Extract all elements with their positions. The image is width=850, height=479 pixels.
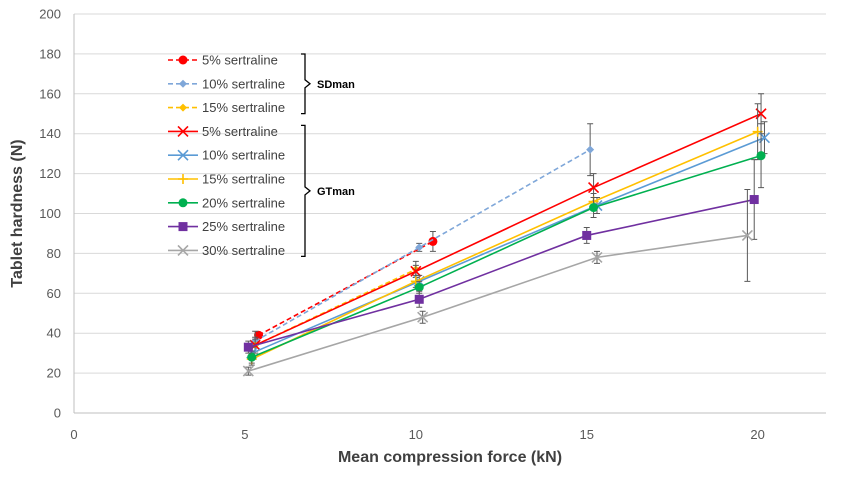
legend-label-2: 15% sertraline (202, 100, 285, 115)
y-tick-label-180: 180 (39, 46, 61, 61)
x-axis-title: Mean compression force (kN) (338, 449, 562, 466)
data-point-6-3 (756, 151, 766, 161)
y-tick-label-20: 20 (47, 366, 61, 381)
y-tick-label-200: 200 (39, 7, 61, 22)
data-point-7-2 (582, 230, 592, 240)
y-tick-label-80: 80 (47, 246, 61, 261)
x-tick-label-20: 20 (750, 427, 764, 442)
legend-label-6: 20% sertraline (202, 195, 285, 210)
data-point-8-3 (741, 229, 753, 242)
gridlines (74, 13, 826, 374)
y-tick-label-100: 100 (39, 206, 61, 221)
y-tick-label-60: 60 (47, 286, 61, 301)
legend-marker-8 (177, 244, 189, 256)
y-tick-label-140: 140 (39, 126, 61, 141)
group-bracket-GTman (301, 124, 312, 258)
legend-marker-1 (179, 79, 187, 88)
data-point-8-0 (242, 365, 254, 377)
legend-marker-2 (179, 103, 187, 112)
series-GTman-7 (243, 159, 759, 354)
data-point-8-1 (417, 311, 429, 323)
legend-label-7: 25% sertraline (202, 219, 285, 234)
data-point-1-2 (586, 145, 595, 154)
y-tick-label-40: 40 (47, 326, 61, 341)
legend-marker-4 (177, 149, 189, 161)
series-line-7 (248, 198, 755, 348)
series-line-3 (254, 113, 762, 346)
data-point-7-3 (749, 195, 759, 205)
y-tick-label-120: 120 (39, 166, 61, 181)
data-point-8-2 (591, 251, 603, 263)
data-point-6-1 (414, 282, 424, 292)
data-point-6-0 (247, 352, 257, 362)
axes (73, 14, 826, 414)
x-tick-label-10: 10 (409, 427, 423, 442)
series-line-5 (251, 130, 758, 360)
data-point-3-2 (587, 181, 600, 194)
legend: 5% sertraline 10% sertraline 15% sertralin… (168, 53, 355, 258)
data-point-0-1 (428, 236, 438, 246)
series-GTman-8 (242, 189, 753, 377)
data-point-3-1 (410, 265, 422, 277)
legend-marker-6 (178, 198, 188, 208)
legend-marker-5 (178, 174, 188, 184)
y-axis-title: Tablet hardness (N) (9, 139, 26, 287)
data-point-7-0 (243, 342, 253, 352)
group-label-SDman: SDman (317, 79, 355, 91)
legend-label-5: 15% sertraline (202, 172, 285, 187)
y-tick-label-0: 0 (54, 406, 61, 421)
legend-label-3: 5% sertraline (202, 124, 278, 139)
x-tick-label-5: 5 (241, 427, 248, 442)
plot-series (242, 93, 771, 377)
group-bracket-SDman (301, 53, 312, 115)
data-point-7-1 (414, 294, 424, 304)
legend-marker-7 (178, 222, 188, 232)
series-line-2 (254, 268, 417, 346)
x-tick-label-15: 15 (579, 427, 593, 442)
data-point-1-1 (415, 243, 424, 252)
legend-label-0: 5% sertraline (202, 53, 278, 68)
data-point-6-2 (589, 203, 599, 213)
series-line-8 (248, 234, 748, 372)
x-tick-label-0: 0 (70, 427, 77, 442)
legend-marker-3 (177, 125, 189, 137)
legend-marker-0 (178, 55, 188, 65)
legend-label-4: 10% sertraline (202, 148, 285, 163)
tick-labels: 0 20 40 60 80 100 120 140 160 180 200 0 5 10 15 20 (39, 7, 765, 443)
legend-label-1: 10% sertraline (202, 76, 285, 91)
series-line-4 (251, 136, 765, 354)
legend-label-8: 30% sertraline (202, 243, 285, 258)
group-label-GTman: GTman (317, 186, 355, 198)
y-tick-label-160: 160 (39, 86, 61, 101)
